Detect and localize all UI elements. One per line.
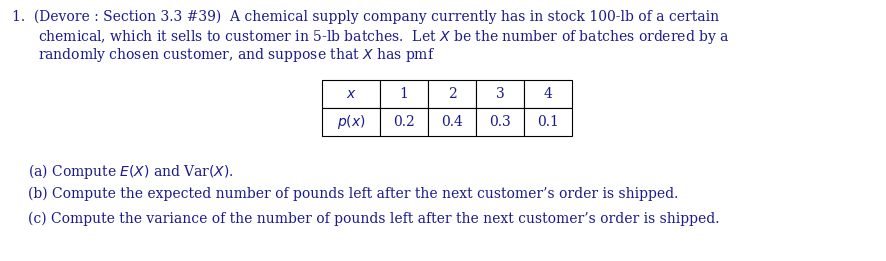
Text: (a) Compute $E(X)$ and Var$(X)$.: (a) Compute $E(X)$ and Var$(X)$. xyxy=(28,162,234,181)
Text: 1: 1 xyxy=(400,87,408,101)
Bar xyxy=(322,80,380,108)
Text: 0.2: 0.2 xyxy=(393,115,415,129)
Text: chemical, which it sells to customer in 5-lb batches.  Let $X$ be the number of : chemical, which it sells to customer in … xyxy=(38,28,729,46)
Bar xyxy=(428,80,476,108)
Bar xyxy=(524,108,572,136)
Bar xyxy=(476,80,524,108)
Text: $p(x)$: $p(x)$ xyxy=(337,113,365,131)
Bar xyxy=(380,108,428,136)
Text: 1.  (Devore : Section 3.3 #39)  A chemical supply company currently has in stock: 1. (Devore : Section 3.3 #39) A chemical… xyxy=(12,10,719,24)
Bar xyxy=(322,108,380,136)
Bar xyxy=(524,80,572,108)
Text: 0.4: 0.4 xyxy=(441,115,463,129)
Text: randomly chosen customer, and suppose that $X$ has pmf: randomly chosen customer, and suppose th… xyxy=(38,46,435,64)
Text: 2: 2 xyxy=(447,87,456,101)
Text: 0.1: 0.1 xyxy=(537,115,559,129)
Text: 3: 3 xyxy=(495,87,504,101)
Text: $x$: $x$ xyxy=(346,87,356,101)
Bar xyxy=(476,108,524,136)
Text: (b) Compute the expected number of pounds left after the next customer’s order i: (b) Compute the expected number of pound… xyxy=(28,187,679,201)
Bar xyxy=(428,108,476,136)
Bar xyxy=(380,80,428,108)
Text: 0.3: 0.3 xyxy=(489,115,511,129)
Text: 4: 4 xyxy=(544,87,553,101)
Text: (c) Compute the variance of the number of pounds left after the next customer’s : (c) Compute the variance of the number o… xyxy=(28,212,719,226)
